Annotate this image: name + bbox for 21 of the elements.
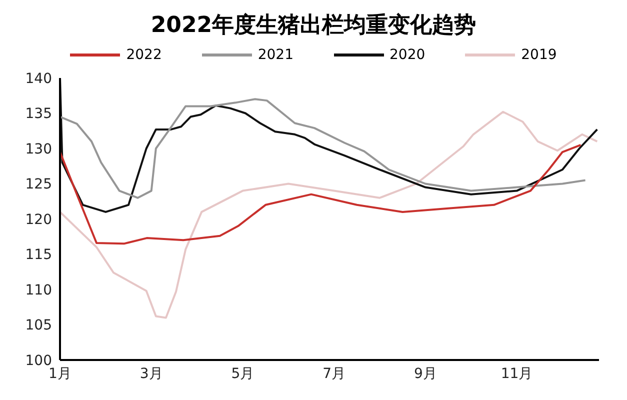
y-tick-label: 120 bbox=[25, 212, 52, 228]
y-tick-label: 135 bbox=[25, 106, 52, 122]
x-tick-label: 7月 bbox=[322, 366, 346, 382]
line-series bbox=[60, 144, 582, 245]
legend-label: 2022 bbox=[126, 47, 162, 63]
legend-label: 2021 bbox=[258, 47, 294, 63]
x-tick-label: 3月 bbox=[140, 366, 163, 382]
line-series bbox=[60, 110, 598, 319]
x-tick-label: 11月 bbox=[500, 366, 533, 382]
y-tick-label: 140 bbox=[25, 70, 52, 87]
y-tick-label: 115 bbox=[25, 247, 52, 264]
legend-label: 2020 bbox=[390, 47, 426, 63]
y-tick-label: 130 bbox=[25, 141, 52, 158]
chart-title: 2022年度生猪出栏均重变化趋势 bbox=[150, 12, 478, 40]
line-series bbox=[60, 98, 586, 199]
y-tick-label: 110 bbox=[25, 282, 52, 298]
legend-label: 2019 bbox=[521, 47, 557, 63]
y-tick-label: 105 bbox=[25, 318, 52, 334]
x-tick-label: 5月 bbox=[231, 366, 254, 382]
x-tick-label: 9月 bbox=[414, 366, 437, 382]
y-tick-label: 125 bbox=[25, 176, 52, 193]
